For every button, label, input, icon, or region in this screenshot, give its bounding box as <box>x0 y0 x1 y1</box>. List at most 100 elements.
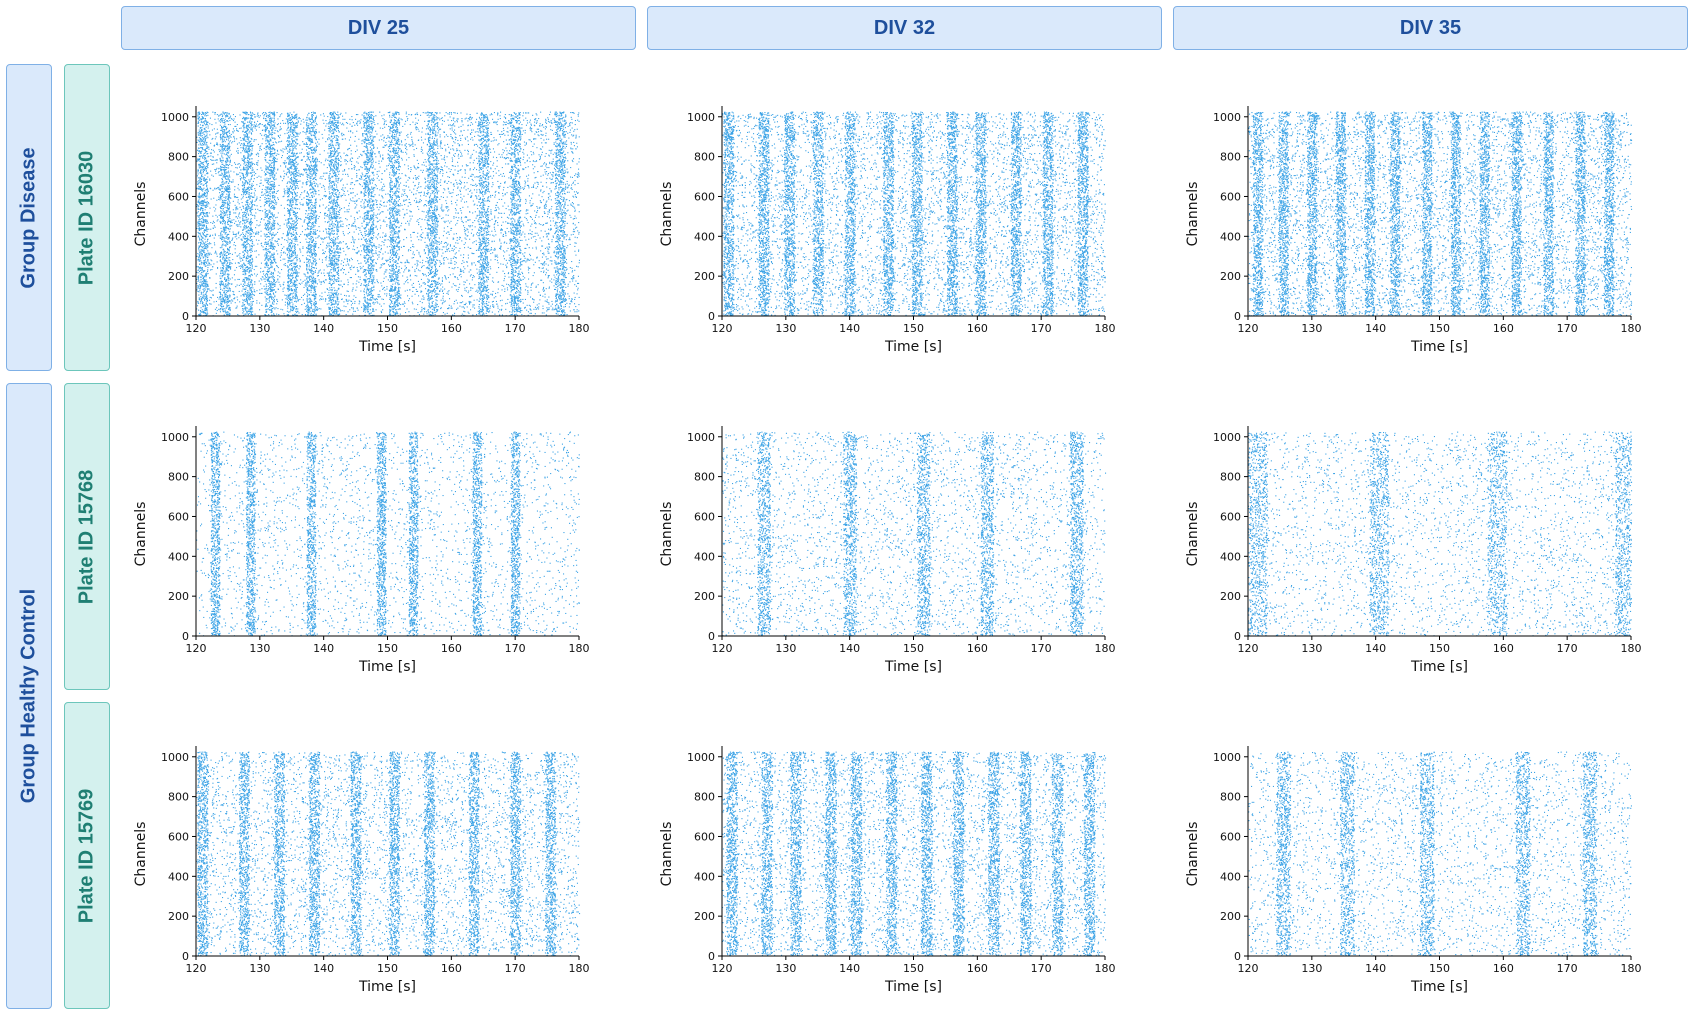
spike <box>348 265 349 266</box>
spike <box>489 310 490 311</box>
spike <box>555 255 556 256</box>
spike <box>430 262 431 263</box>
spike <box>228 275 229 276</box>
spike <box>569 281 570 282</box>
spike <box>217 267 218 268</box>
spike <box>577 309 578 310</box>
spike <box>460 274 461 275</box>
spike <box>524 260 525 261</box>
spike <box>250 262 251 263</box>
spike <box>512 276 513 277</box>
spike <box>397 282 398 283</box>
spike <box>464 288 465 289</box>
spike <box>309 298 310 299</box>
spike <box>434 275 435 276</box>
spike <box>435 272 436 273</box>
spike <box>245 265 246 266</box>
spike <box>331 284 332 285</box>
spike <box>564 275 565 276</box>
spike <box>346 295 347 296</box>
spike <box>337 267 338 268</box>
spike <box>216 287 217 288</box>
spike <box>513 305 514 306</box>
spike <box>409 289 410 290</box>
spike <box>431 283 432 284</box>
spike <box>511 269 512 270</box>
spike <box>206 293 207 294</box>
spike <box>338 271 339 272</box>
spike <box>293 293 294 294</box>
spike <box>429 292 430 293</box>
spike <box>326 265 327 266</box>
spike <box>463 257 464 258</box>
spike <box>251 297 252 298</box>
spike <box>523 279 524 280</box>
spike <box>498 262 499 263</box>
spike <box>253 301 254 302</box>
spike <box>331 314 332 315</box>
spike <box>500 263 501 264</box>
spike <box>541 280 542 281</box>
spike <box>249 287 250 288</box>
spike <box>225 290 226 291</box>
spike <box>567 293 568 294</box>
spike <box>372 275 373 276</box>
spike <box>333 275 334 276</box>
spike <box>440 262 441 263</box>
spike <box>311 265 312 266</box>
spike <box>569 306 570 307</box>
spike <box>412 267 413 268</box>
spike <box>520 284 521 285</box>
spike <box>307 295 308 296</box>
spike <box>386 276 387 277</box>
spike <box>292 314 293 315</box>
spike <box>263 279 264 280</box>
spike <box>398 284 399 285</box>
spike <box>515 261 516 262</box>
spike <box>292 289 293 290</box>
spike <box>347 301 348 302</box>
spike <box>511 306 512 307</box>
spike <box>554 262 555 263</box>
spike <box>281 252 282 253</box>
spike <box>383 281 384 282</box>
spike <box>437 296 438 297</box>
spike <box>250 267 251 268</box>
spike <box>477 299 478 300</box>
spike <box>206 283 207 284</box>
spike <box>472 279 473 280</box>
spike <box>529 260 530 261</box>
spike <box>225 299 226 300</box>
spike <box>206 265 207 266</box>
spike <box>283 259 284 260</box>
spike <box>375 302 376 303</box>
spike <box>357 252 358 253</box>
spike <box>474 300 475 301</box>
spike <box>566 303 567 304</box>
spike <box>381 267 382 268</box>
spike <box>199 282 200 283</box>
spike <box>417 304 418 305</box>
spike <box>435 254 436 255</box>
spike <box>542 257 543 258</box>
spike <box>495 255 496 256</box>
spike <box>384 263 385 264</box>
spike <box>337 295 338 296</box>
spike <box>312 270 313 271</box>
spike <box>488 269 489 270</box>
spike <box>216 313 217 314</box>
spike <box>370 306 371 307</box>
group-label: Group Healthy Control <box>18 589 41 803</box>
spike <box>472 314 473 315</box>
plate-label: Plate ID 15769 <box>76 788 99 923</box>
spike <box>198 303 199 304</box>
spike <box>542 289 543 290</box>
spike <box>390 276 391 277</box>
spike <box>316 262 317 263</box>
spike <box>348 263 349 264</box>
spike <box>245 301 246 302</box>
spike <box>319 308 320 309</box>
spike <box>434 288 435 289</box>
spike <box>200 260 201 261</box>
spike <box>417 263 418 264</box>
